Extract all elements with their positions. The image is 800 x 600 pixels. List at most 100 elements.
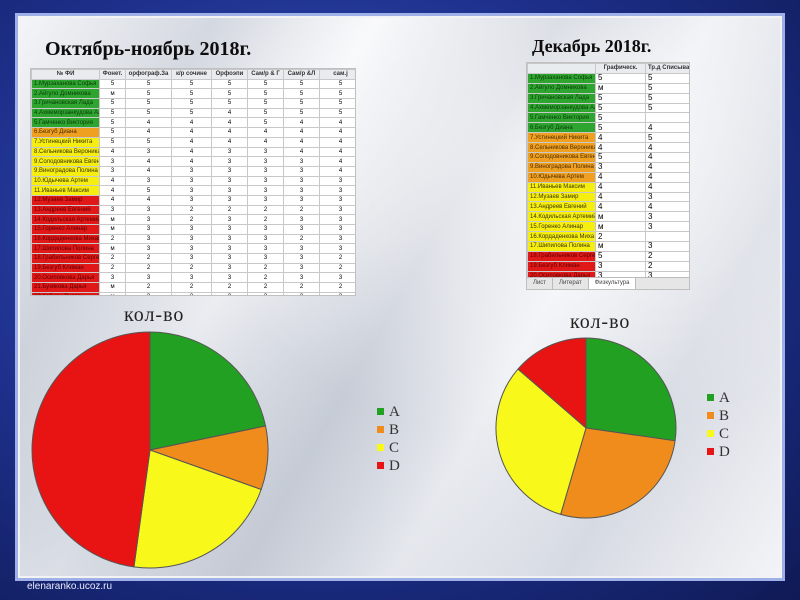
grade-cell[interactable]: 2 <box>171 214 212 225</box>
grade-cell[interactable]: 4 <box>319 127 355 138</box>
grade-cell[interactable]: 4 <box>171 146 212 158</box>
grade-cell[interactable]: 3 <box>125 233 172 245</box>
grade-cell[interactable]: 4 <box>211 127 248 138</box>
grade-cell[interactable]: 5 <box>645 102 689 114</box>
grade-cell[interactable]: 2 <box>211 204 248 216</box>
sheet-tab[interactable]: Лист <box>527 278 554 289</box>
column-header[interactable]: Сам/р & Г <box>247 69 284 80</box>
grade-cell[interactable]: 3 <box>283 243 320 255</box>
grade-cell[interactable]: 3 <box>645 241 689 252</box>
grade-cell[interactable]: 4 <box>595 201 646 213</box>
sheet-tab[interactable]: Физкультура <box>588 278 637 289</box>
grade-cell[interactable]: 2 <box>247 204 284 216</box>
grade-cell[interactable]: 3 <box>171 243 212 255</box>
grade-cell[interactable]: 5 <box>125 136 172 148</box>
student-name-cell[interactable]: 17.Шипилова Полина <box>527 241 596 252</box>
grade-cell[interactable]: 3 <box>211 291 248 295</box>
grade-cell[interactable]: м <box>595 211 646 223</box>
student-name-cell[interactable]: 1.Мурзаханова Софья <box>31 78 100 90</box>
grade-cell[interactable]: 3 <box>125 224 172 235</box>
grade-cell[interactable]: 4 <box>283 127 320 138</box>
column-header[interactable]: Сам/р &Л <box>283 69 320 80</box>
column-header[interactable]: Фонет. <box>99 69 126 80</box>
grade-cell[interactable]: 4 <box>595 142 646 154</box>
grade-cell[interactable]: м <box>99 243 126 255</box>
grade-cell[interactable]: 5 <box>645 132 689 144</box>
grade-cell[interactable]: 4 <box>645 122 689 134</box>
grade-cell[interactable]: 4 <box>595 191 646 203</box>
student-name-cell[interactable]: 7.Устинецкий Никита <box>31 136 100 148</box>
grade-cell[interactable]: 4 <box>319 156 355 167</box>
grade-cell[interactable]: 2 <box>247 262 284 274</box>
student-name-cell[interactable]: 6.Безгуб Диана <box>31 127 100 138</box>
student-name-cell[interactable]: 10.Юдычева Артем <box>527 171 596 183</box>
student-name-cell[interactable]: 1.Мурзаханова Софья <box>527 72 596 84</box>
grade-cell[interactable]: м <box>99 214 126 225</box>
grade-cell[interactable]: 2 <box>319 262 355 274</box>
grade-cell[interactable]: 3 <box>283 253 320 264</box>
grade-cell[interactable]: 2 <box>171 282 212 293</box>
student-name-cell[interactable]: 10.Юдычева Артем <box>31 175 100 187</box>
student-name-cell[interactable]: 5.Гамченко Виктория <box>31 117 100 129</box>
grade-cell[interactable]: м <box>99 224 126 235</box>
student-name-cell[interactable]: 8.Сельникова Вероника <box>31 146 100 158</box>
grade-cell[interactable]: 5 <box>171 78 212 90</box>
grade-cell[interactable]: 4 <box>211 117 248 129</box>
grade-cell[interactable]: 4 <box>595 132 646 144</box>
grade-cell[interactable]: 2 <box>247 272 284 284</box>
grade-cell[interactable]: 4 <box>247 127 284 138</box>
grade-cell[interactable]: 4 <box>99 194 126 206</box>
grade-cell[interactable]: 3 <box>247 243 284 255</box>
grade-cell[interactable]: 3 <box>211 272 248 284</box>
grade-cell[interactable]: 3 <box>125 175 172 187</box>
grade-cell[interactable]: 3 <box>171 224 212 235</box>
grade-cell[interactable]: 5 <box>171 98 212 109</box>
grade-cell[interactable]: 5 <box>171 107 212 119</box>
grade-cell[interactable]: 4 <box>645 181 689 193</box>
grade-cell[interactable] <box>645 112 689 124</box>
student-name-cell[interactable]: 13.Андреев Евгений <box>31 204 100 216</box>
grade-cell[interactable]: 5 <box>247 117 284 129</box>
student-name-cell[interactable]: 2.Айгуло Домникова <box>527 82 596 94</box>
student-name-cell[interactable]: 7.Устинецкий Никита <box>527 132 596 144</box>
grade-cell[interactable]: 3 <box>247 291 284 295</box>
grade-cell[interactable]: 2 <box>247 214 284 225</box>
grade-cell[interactable] <box>645 231 689 243</box>
grade-cell[interactable]: 3 <box>319 204 355 216</box>
student-name-cell[interactable]: 14.Кодильская Артемий <box>31 214 100 225</box>
grade-cell[interactable]: 2 <box>99 262 126 274</box>
column-header[interactable]: орфограф.За <box>125 69 172 80</box>
grade-cell[interactable]: 4 <box>283 117 320 129</box>
student-name-cell[interactable]: 13.Андреев Евгений <box>527 201 596 213</box>
grade-cell[interactable]: 2 <box>125 253 172 264</box>
grade-cell[interactable]: 4 <box>211 107 248 119</box>
grade-cell[interactable]: 5 <box>645 82 689 94</box>
student-name-cell[interactable]: 11.Иваньев Максим <box>527 181 596 193</box>
grade-cell[interactable]: 3 <box>99 272 126 284</box>
grade-cell[interactable]: 3 <box>125 291 172 295</box>
grade-cell[interactable]: 5 <box>319 98 355 109</box>
grade-cell[interactable]: 3 <box>211 165 248 177</box>
grade-cell[interactable]: 4 <box>171 136 212 148</box>
grade-cell[interactable]: 5 <box>595 92 646 104</box>
grade-cell[interactable]: 5 <box>125 88 172 100</box>
grade-cell[interactable]: м <box>99 291 126 295</box>
grade-cell[interactable]: 4 <box>645 142 689 154</box>
grade-cell[interactable]: 3 <box>171 185 212 196</box>
grade-cell[interactable]: 4 <box>595 171 646 183</box>
student-name-cell[interactable]: 12.Музаев Замир <box>31 194 100 206</box>
student-name-cell[interactable]: 16.Кордаденкова Михаил <box>31 233 100 245</box>
grade-cell[interactable]: 3 <box>211 156 248 167</box>
grade-cell[interactable]: 3 <box>283 272 320 284</box>
student-name-cell[interactable]: 5.Гамченко Виктория <box>527 112 596 124</box>
grade-cell[interactable]: 3 <box>99 156 126 167</box>
grade-cell[interactable]: 2 <box>211 282 248 293</box>
grade-cell[interactable]: 4 <box>319 146 355 158</box>
grade-cell[interactable]: 3 <box>247 194 284 206</box>
grade-cell[interactable]: 5 <box>283 98 320 109</box>
grade-cell[interactable]: 4 <box>171 127 212 138</box>
column-header[interactable]: сам.ј <box>319 69 355 80</box>
grade-cell[interactable]: 4 <box>645 201 689 213</box>
grade-cell[interactable]: 5 <box>595 112 646 124</box>
grade-cell[interactable]: 4 <box>99 146 126 158</box>
